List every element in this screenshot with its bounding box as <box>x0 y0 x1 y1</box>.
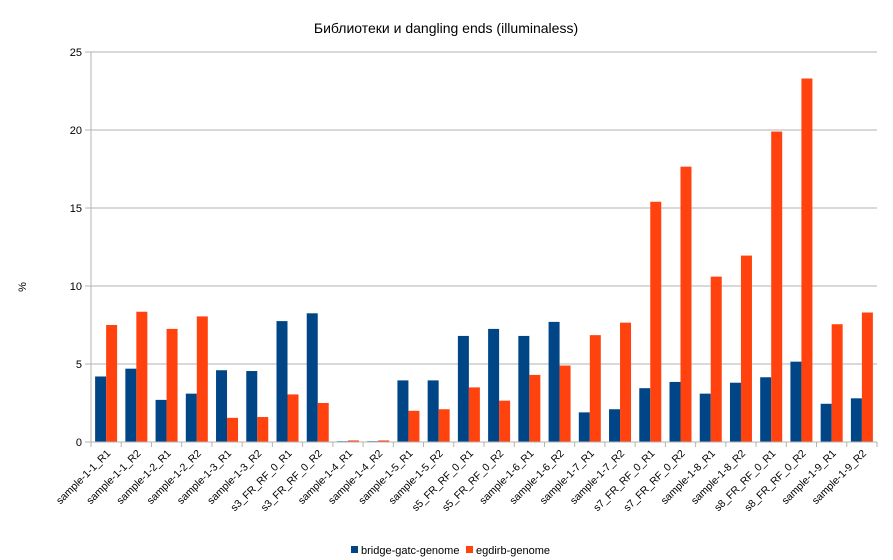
bar-egdirb-genome <box>771 131 783 442</box>
bar-egdirb-genome <box>257 417 269 442</box>
axes <box>90 52 878 447</box>
legend-swatch <box>466 546 473 553</box>
y-tick-label: 25 <box>70 47 82 59</box>
bar-egdirb-genome <box>347 440 359 442</box>
bar-egdirb-genome <box>317 403 329 442</box>
bar-bridge-gatc-genome <box>397 380 409 442</box>
x-axis-categories: sample-1-1_R1sample-1-1_R2sample-1-2_R1s… <box>54 448 869 514</box>
y-tick-label: 5 <box>76 359 82 371</box>
x-category-label: sample-1-9_R2 <box>810 448 869 507</box>
y-tick-label: 20 <box>70 125 82 137</box>
bar-bridge-gatc-genome <box>820 403 832 442</box>
bar-bridge-gatc-genome <box>850 398 862 442</box>
legend-label: bridge-gatc-genome <box>361 545 459 557</box>
bar-egdirb-genome <box>710 276 722 442</box>
bar-bridge-gatc-genome <box>276 321 288 442</box>
bar-egdirb-genome <box>227 417 239 442</box>
bar-egdirb-genome <box>620 322 632 442</box>
y-axis-ticks: 0 5 10 15 20 25 <box>70 47 91 449</box>
bar-egdirb-genome <box>408 410 420 442</box>
bar-bridge-gatc-genome <box>790 361 802 442</box>
bar-bridge-gatc-genome <box>518 335 530 442</box>
bar-egdirb-genome <box>378 440 390 442</box>
gridlines <box>91 51 877 443</box>
bar-bridge-gatc-genome <box>760 377 772 442</box>
bar-bridge-gatc-genome <box>306 313 318 442</box>
bar-egdirb-genome <box>499 400 511 442</box>
bar-egdirb-genome <box>740 255 752 442</box>
bar-egdirb-genome <box>106 325 118 442</box>
bar-bridge-gatc-genome <box>155 399 167 442</box>
bar-egdirb-genome <box>196 316 208 442</box>
bar-bridge-gatc-genome <box>457 335 469 442</box>
bar-bridge-gatc-genome <box>246 371 258 442</box>
bar-egdirb-genome <box>801 78 813 443</box>
bar-egdirb-genome <box>680 166 692 442</box>
bar-egdirb-genome <box>166 328 178 442</box>
y-tick-label: 15 <box>70 203 82 215</box>
bar-egdirb-genome <box>559 365 571 442</box>
bar-egdirb-genome <box>861 312 873 442</box>
bars <box>95 78 873 443</box>
bar-bridge-gatc-genome <box>125 368 137 442</box>
bar-bridge-gatc-genome <box>639 388 651 442</box>
bar-egdirb-genome <box>831 324 843 442</box>
legend-label: egdirb-genome <box>476 545 550 557</box>
y-tick-label: 10 <box>70 281 82 293</box>
bar-egdirb-genome <box>529 374 541 442</box>
bar-bridge-gatc-genome <box>548 321 560 442</box>
bar-bridge-gatc-genome <box>729 382 741 442</box>
bar-egdirb-genome <box>287 394 299 442</box>
legend: bridge-gatc-genome egdirb-genome <box>351 545 550 557</box>
y-axis-label: % <box>17 282 29 292</box>
legend-swatch <box>351 546 358 553</box>
bar-bridge-gatc-genome <box>488 328 500 442</box>
bar-egdirb-genome <box>136 311 148 442</box>
bar-bridge-gatc-genome <box>216 370 228 442</box>
bar-bridge-gatc-genome <box>578 412 590 442</box>
chart-title: Библиотеки и dangling ends (illuminaless… <box>314 20 578 36</box>
bar-bridge-gatc-genome <box>427 380 439 442</box>
bar-bridge-gatc-genome <box>185 393 197 442</box>
bar-egdirb-genome <box>438 409 450 442</box>
bar-bridge-gatc-genome <box>669 381 681 442</box>
bar-bridge-gatc-genome <box>609 409 621 442</box>
bar-egdirb-genome <box>650 201 662 442</box>
bar-egdirb-genome <box>589 335 601 442</box>
y-tick-label: 0 <box>76 437 82 449</box>
bar-bridge-gatc-genome <box>95 376 107 442</box>
bar-egdirb-genome <box>468 387 480 442</box>
bar-bridge-gatc-genome <box>699 393 711 442</box>
